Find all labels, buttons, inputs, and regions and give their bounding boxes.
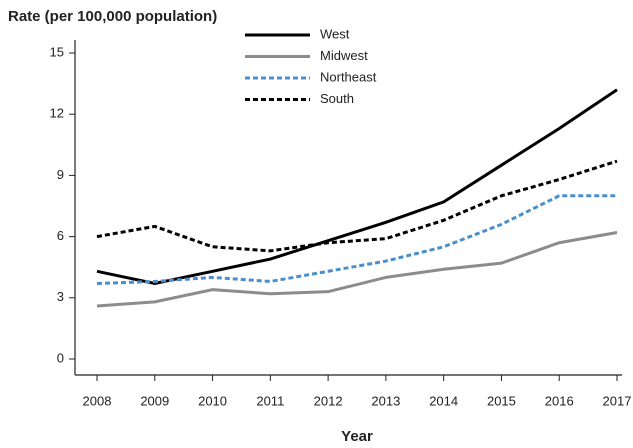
x-tick-label: 2011 — [256, 393, 284, 408]
series-line — [96, 88, 618, 286]
x-tick-label: 2009 — [140, 393, 169, 408]
legend-label: West — [320, 26, 350, 41]
y-tick-label: 12 — [50, 106, 64, 121]
series-line — [96, 159, 618, 253]
series-line — [96, 231, 618, 308]
y-tick-label: 9 — [57, 167, 64, 182]
legend-label: South — [320, 91, 354, 106]
x-tick-label: 2013 — [371, 393, 400, 408]
x-tick-label: 2014 — [429, 393, 458, 408]
series-line — [96, 194, 617, 286]
x-tick-label: 2010 — [198, 393, 227, 408]
x-tick-label: 2008 — [83, 393, 112, 408]
legend-label: Midwest — [320, 48, 368, 63]
x-axis-label: Year — [341, 428, 373, 445]
x-tick-label: 2016 — [545, 393, 574, 408]
y-tick-label: 0 — [57, 350, 64, 365]
y-tick-label: 3 — [57, 289, 64, 304]
x-tick-label: 2012 — [314, 393, 343, 408]
y-tick-label: 15 — [50, 44, 64, 59]
y-tick-label: 6 — [57, 228, 64, 243]
x-tick-label: 2017 — [603, 393, 632, 408]
y-axis-label: Rate (per 100,000 population) — [8, 8, 217, 25]
x-tick-label: 2015 — [487, 393, 516, 408]
legend-label: Northeast — [320, 69, 377, 84]
